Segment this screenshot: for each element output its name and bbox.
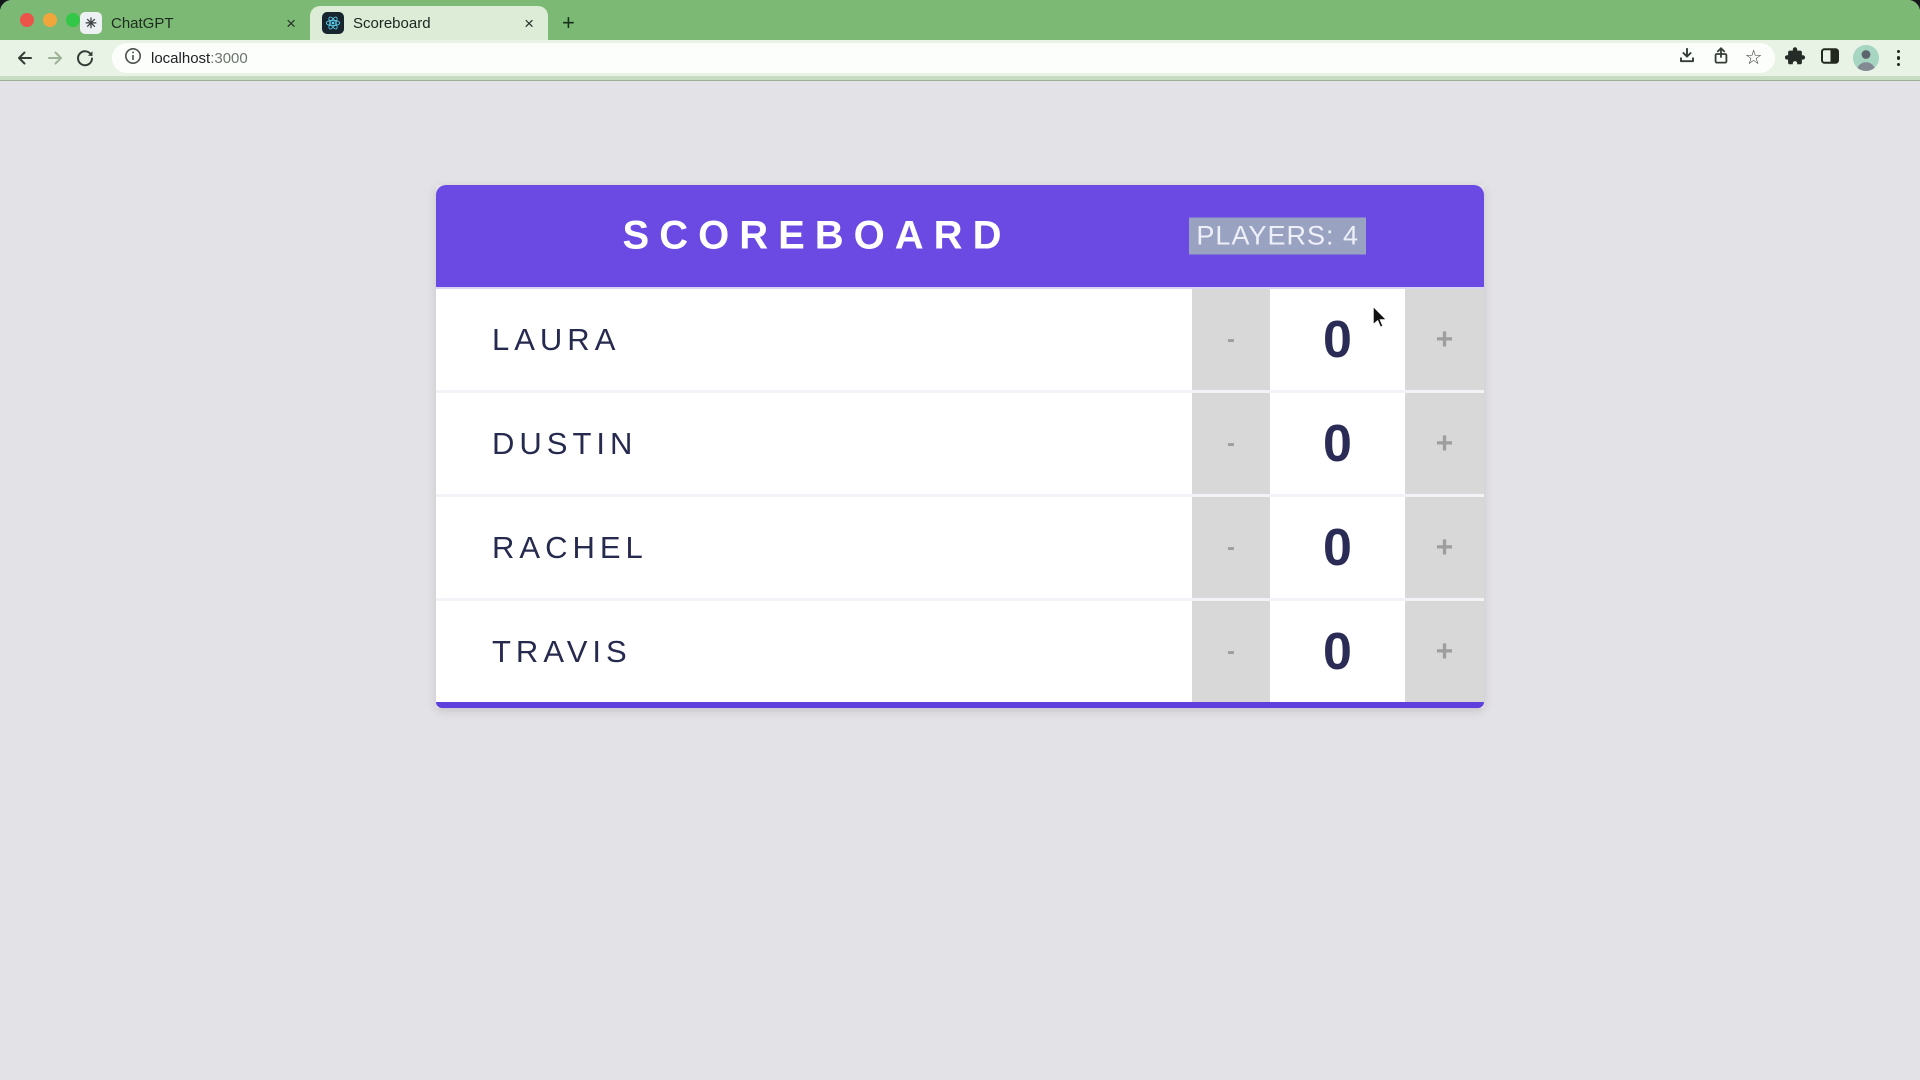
player-rows: LAURA - 0 + DUSTIN - 0 + RACHEL - 0 +	[436, 289, 1484, 702]
card-bottom-border	[436, 702, 1484, 708]
close-tab-icon[interactable]: ×	[286, 13, 296, 33]
player-row: DUSTIN - 0 +	[436, 393, 1484, 494]
zoom-window-button[interactable]	[66, 13, 80, 27]
react-icon	[322, 12, 344, 34]
toolbar-divider	[0, 76, 1920, 81]
extensions-icon[interactable]	[1784, 45, 1807, 72]
increment-button[interactable]: +	[1405, 393, 1484, 494]
scoreboard-page: SCOREBOARD PLAYERS: 4 LAURA - 0 + DUSTIN…	[0, 81, 1920, 1080]
player-name: DUSTIN	[436, 393, 1192, 494]
player-name: LAURA	[436, 289, 1192, 390]
side-panel-icon[interactable]	[1819, 45, 1841, 72]
players-count-label[interactable]: PLAYERS: 4	[1189, 217, 1366, 255]
tab-chatgpt[interactable]: ✳ ChatGPT ×	[68, 6, 310, 40]
share-icon[interactable]	[1711, 46, 1731, 71]
decrement-button[interactable]: -	[1192, 289, 1270, 390]
tab-label: ChatGPT	[111, 14, 174, 32]
player-name: RACHEL	[436, 497, 1192, 598]
mouse-cursor	[1371, 304, 1393, 336]
page-title: SCOREBOARD	[622, 213, 1012, 258]
player-row: TRAVIS - 0 +	[436, 601, 1484, 702]
profile-avatar[interactable]	[1852, 45, 1879, 71]
increment-button[interactable]: +	[1405, 289, 1484, 390]
player-score: 0	[1270, 601, 1405, 702]
decrement-button[interactable]: -	[1192, 393, 1270, 494]
tab-scoreboard[interactable]: Scoreboard ×	[310, 6, 548, 40]
reload-icon[interactable]	[70, 43, 100, 73]
decrement-button[interactable]: -	[1192, 601, 1270, 702]
address-bar[interactable]: localhost:3000 ☆	[112, 43, 1775, 73]
bookmark-star-icon[interactable]: ☆	[1744, 47, 1763, 69]
player-score: 0	[1270, 393, 1405, 494]
scoreboard-header: SCOREBOARD PLAYERS: 4	[436, 185, 1484, 289]
minimize-window-button[interactable]	[43, 13, 57, 27]
tab-label: Scoreboard	[353, 14, 431, 32]
close-tab-icon[interactable]: ×	[524, 13, 534, 33]
tab-strip: ✳ ChatGPT × Scoreboard × +	[0, 0, 1920, 40]
back-icon[interactable]	[10, 43, 40, 73]
increment-button[interactable]: +	[1405, 601, 1484, 702]
player-score: 0	[1270, 289, 1405, 390]
window-controls	[20, 13, 80, 27]
player-name: TRAVIS	[436, 601, 1192, 702]
player-row: RACHEL - 0 +	[436, 497, 1484, 598]
site-info-icon[interactable]	[124, 47, 142, 70]
close-window-button[interactable]	[20, 13, 34, 27]
forward-icon	[40, 43, 70, 73]
new-tab-button[interactable]: +	[562, 10, 575, 35]
player-row: LAURA - 0 +	[436, 289, 1484, 390]
increment-button[interactable]: +	[1405, 497, 1484, 598]
download-icon[interactable]	[1677, 46, 1697, 71]
player-score: 0	[1270, 497, 1405, 598]
openai-icon: ✳	[80, 12, 102, 34]
browser-toolbar: localhost:3000 ☆	[0, 40, 1920, 76]
menu-dots-icon[interactable]	[1891, 49, 1907, 67]
scoreboard-card: SCOREBOARD PLAYERS: 4 LAURA - 0 + DUSTIN…	[436, 185, 1484, 708]
decrement-button[interactable]: -	[1192, 497, 1270, 598]
url-text[interactable]: localhost:3000	[151, 49, 248, 67]
